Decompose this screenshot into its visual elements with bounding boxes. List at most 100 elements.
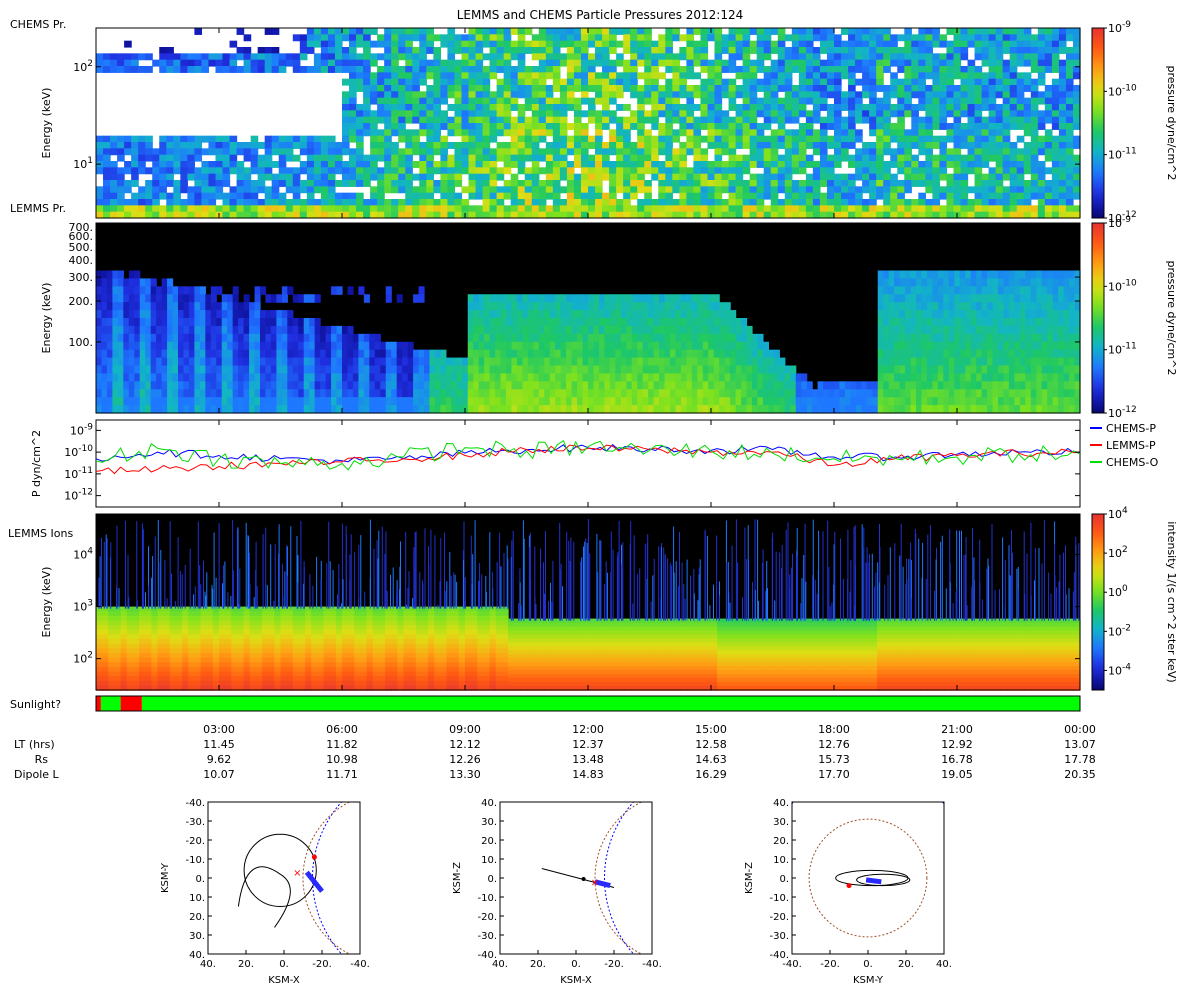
heatmap-cell xyxy=(939,186,947,193)
heatmap-cell xyxy=(1059,174,1067,181)
heatmap-cell xyxy=(370,199,378,206)
heatmap-cell xyxy=(932,79,940,86)
heatmap-cell xyxy=(337,342,343,351)
heatmap-cell xyxy=(996,193,1004,200)
heatmap-cell xyxy=(1031,66,1039,73)
heatmap-cell xyxy=(173,148,181,155)
heatmap-cell xyxy=(279,136,287,143)
heatmap-cell xyxy=(495,310,501,319)
heatmap-cell xyxy=(151,286,157,295)
heatmap-cell xyxy=(518,123,526,130)
heatmap-cell xyxy=(215,66,223,73)
heatmap-cell xyxy=(736,91,744,98)
heatmap-cell xyxy=(1038,136,1046,143)
heatmap-cell xyxy=(335,167,343,174)
heatmap-cell xyxy=(140,294,146,303)
heatmap-cell xyxy=(265,161,273,168)
heatmap-cell xyxy=(426,66,434,73)
heatmap-cell xyxy=(265,167,273,174)
heatmap-cell xyxy=(454,142,462,149)
heatmap-cell xyxy=(897,79,905,86)
heatmap-cell xyxy=(939,193,947,200)
heatmap-cell xyxy=(447,91,455,98)
heatmap-cell xyxy=(483,180,491,187)
heatmap-cell xyxy=(813,199,821,206)
heatmap-cell xyxy=(989,104,997,111)
heatmap-cell xyxy=(1059,79,1067,86)
heatmap-cell xyxy=(982,136,990,143)
heatmap-cell xyxy=(876,180,884,187)
heatmap-cell xyxy=(637,155,645,162)
heatmap-cell xyxy=(320,389,326,398)
heatmap-cell xyxy=(714,302,720,311)
heatmap-cell xyxy=(975,85,983,92)
heatmap-cell xyxy=(681,397,687,406)
heatmap-cell xyxy=(609,60,617,67)
heatmap-cell xyxy=(504,205,512,212)
heatmap-cell xyxy=(194,342,200,351)
heatmap-cell xyxy=(384,110,392,117)
heatmap-cell xyxy=(925,72,933,79)
heatmap-cell xyxy=(479,318,485,327)
heatmap-cell xyxy=(300,136,308,143)
heatmap-cell xyxy=(665,110,673,117)
heatmap-cell xyxy=(890,53,898,60)
heatmap-cell xyxy=(380,405,386,414)
heatmap-cell xyxy=(757,85,765,92)
heatmap-cell xyxy=(778,136,786,143)
heatmap-cell xyxy=(490,136,498,143)
heatmap-cell xyxy=(101,373,107,382)
heatmap-cell xyxy=(447,199,455,206)
heatmap-cell xyxy=(200,381,206,390)
heatmap-cell xyxy=(566,366,572,375)
heatmap-cell xyxy=(533,334,539,343)
heatmap-cell xyxy=(572,318,578,327)
heatmap-cell xyxy=(300,148,308,155)
heatmap-cell xyxy=(820,161,828,168)
heatmap-cell xyxy=(476,34,484,41)
heatmap-cell xyxy=(692,358,698,367)
heatmap-cell xyxy=(315,405,321,414)
heatmap-cell xyxy=(222,373,228,382)
heatmap-cell xyxy=(233,366,239,375)
heatmap-cell xyxy=(1052,180,1060,187)
heatmap-cell xyxy=(447,60,455,67)
heatmap-cell xyxy=(326,334,332,343)
heatmap-cell xyxy=(251,142,259,149)
heatmap-cell xyxy=(539,136,547,143)
heatmap-cell xyxy=(490,41,498,48)
heatmap-cell xyxy=(961,167,969,174)
heatmap-cell xyxy=(211,294,217,303)
heatmap-cell xyxy=(233,397,239,406)
heatmap-cell xyxy=(820,60,828,67)
heatmap-cell xyxy=(391,41,399,48)
heatmap-cell xyxy=(703,302,709,311)
heatmap-cell xyxy=(670,318,676,327)
heatmap-cell xyxy=(140,286,146,295)
heatmap-cell xyxy=(405,110,413,117)
heatmap-cell xyxy=(222,397,228,406)
heatmap-cell xyxy=(511,136,519,143)
heatmap-cell xyxy=(567,123,575,130)
heatmap-cell xyxy=(975,72,983,79)
heatmap-cell xyxy=(271,366,277,375)
heatmap-cell xyxy=(651,41,659,48)
heatmap-cell xyxy=(412,129,420,136)
heatmap-cell xyxy=(574,129,582,136)
heatmap-cell xyxy=(173,350,179,359)
heatmap-cell xyxy=(287,350,293,359)
heatmap-cell xyxy=(349,148,357,155)
heatmap-cell xyxy=(183,397,189,406)
heatmap-cell xyxy=(1073,167,1081,174)
heatmap-cell xyxy=(447,79,455,86)
heatmap-cell xyxy=(457,358,463,367)
heatmap-cell xyxy=(982,186,990,193)
heatmap-cell xyxy=(230,167,238,174)
heatmap-cell xyxy=(1003,161,1011,168)
heatmap-cell xyxy=(722,180,730,187)
heatmap-cell xyxy=(806,53,814,60)
heatmap-cell xyxy=(715,34,723,41)
heatmap-cell xyxy=(561,381,567,390)
heatmap-cell xyxy=(572,294,578,303)
heatmap-cell xyxy=(848,79,856,86)
